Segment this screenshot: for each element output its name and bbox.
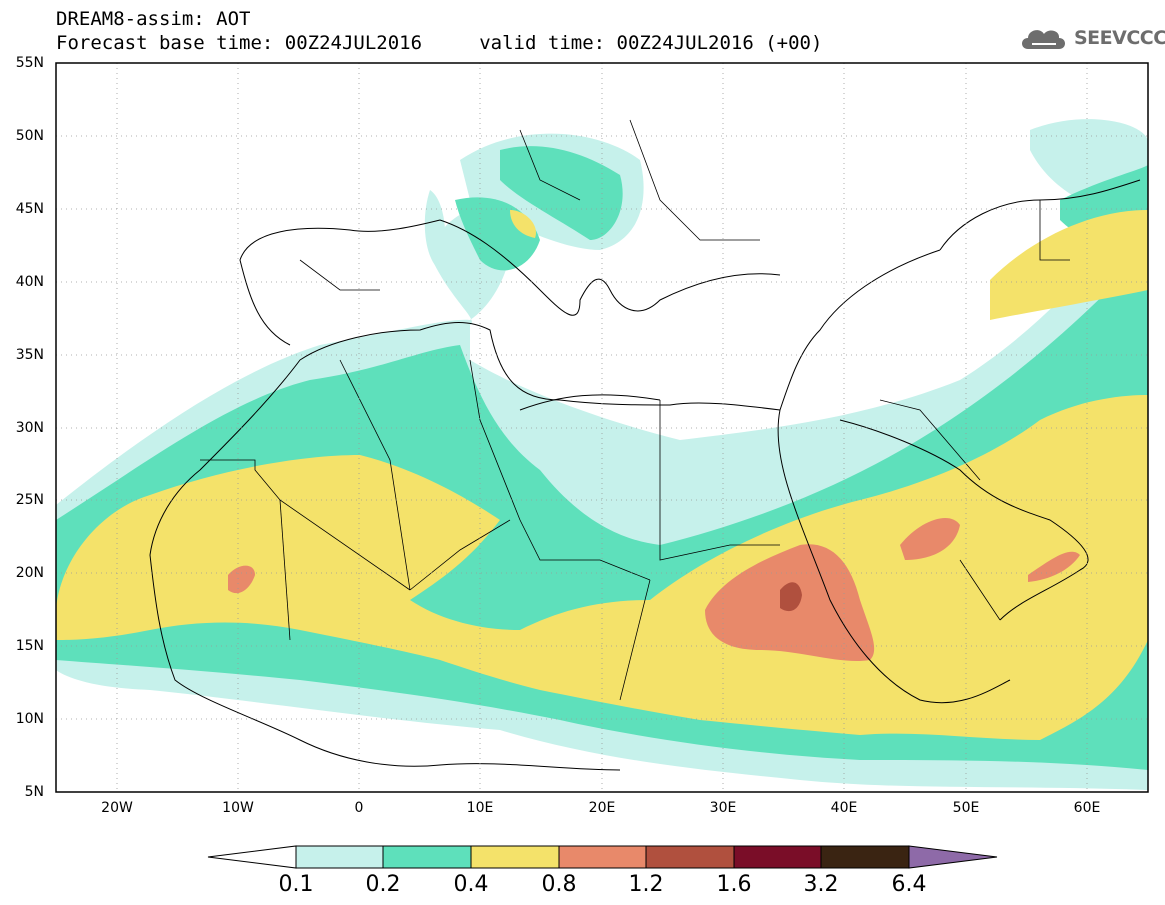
lat-label: 55N xyxy=(15,55,44,71)
colorbar-bin xyxy=(820,845,910,869)
colorbar-bin xyxy=(295,845,384,869)
colorbar-label: 0.1 xyxy=(278,872,314,897)
aot-contour-0-4 xyxy=(56,210,1148,740)
colorbar-label: 0.8 xyxy=(541,872,577,897)
lat-label: 15N xyxy=(15,638,44,654)
lat-label: 5N xyxy=(24,784,44,800)
colorbar-bin xyxy=(382,845,472,869)
lat-label: 35N xyxy=(15,347,44,363)
country-borders xyxy=(200,119,1070,701)
lat-label: 10N xyxy=(15,711,44,727)
colorbar-label: 1.6 xyxy=(716,872,752,897)
aot-contour-1-2 xyxy=(780,582,802,612)
forecast-times: Forecast base time: 00Z24JUL2016 valid t… xyxy=(56,32,823,54)
colorbar-bin xyxy=(558,845,647,869)
lon-label: 40E xyxy=(830,800,858,816)
lon-label: 20E xyxy=(588,800,616,816)
logo-text: SEEVCCC xyxy=(1074,27,1165,49)
colorbar-bin xyxy=(645,845,735,869)
colorbar-bin xyxy=(470,845,560,869)
colorbar-label: 0.4 xyxy=(453,872,489,897)
colorbar-high-arrow xyxy=(908,845,998,869)
lat-label: 50N xyxy=(15,128,44,144)
seevccc-logo: SEEVCCC xyxy=(1018,23,1165,53)
map-title: DREAM8-assim: AOT xyxy=(56,8,251,30)
graticule xyxy=(56,63,1148,792)
lon-label: 0 xyxy=(354,800,364,816)
coastlines xyxy=(149,179,1141,771)
lat-label: 25N xyxy=(15,492,44,508)
lat-label: 45N xyxy=(15,201,44,217)
lon-label: 10W xyxy=(222,800,254,816)
colorbar-label: 0.2 xyxy=(365,872,401,897)
lon-label: 10E xyxy=(466,800,494,816)
colorbar-label: 1.2 xyxy=(628,872,664,897)
lon-label: 30E xyxy=(709,800,737,816)
map-frame xyxy=(55,62,1149,793)
lon-label: 20W xyxy=(101,800,133,816)
lon-label: 60E xyxy=(1073,800,1101,816)
cloud-icon xyxy=(1022,30,1065,49)
colorbar xyxy=(207,845,998,869)
colorbar-low-arrow xyxy=(207,845,297,869)
colorbar-label: 3.2 xyxy=(803,872,839,897)
lat-label: 30N xyxy=(15,420,44,436)
colorbar-bin xyxy=(733,845,822,869)
lat-label: 40N xyxy=(15,274,44,290)
lat-label: 20N xyxy=(15,565,44,581)
colorbar-label: 6.4 xyxy=(891,872,927,897)
lon-label: 50E xyxy=(952,800,980,816)
